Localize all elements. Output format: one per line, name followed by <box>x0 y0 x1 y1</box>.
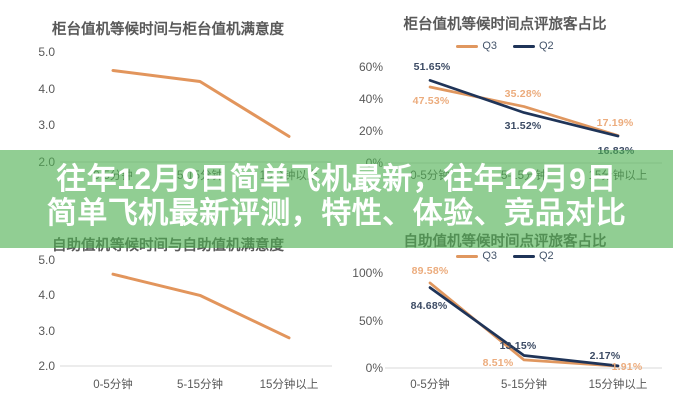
legend-item-q3: Q3 <box>456 250 497 262</box>
chart-title: 柜台值机等候时间点评旅客占比 <box>403 17 607 33</box>
legend-label: Q3 <box>482 250 497 262</box>
y-tick-label: 100% <box>352 266 383 280</box>
series-line <box>111 272 291 340</box>
legend-label: Q2 <box>539 40 554 52</box>
x-tick-label: 15分钟以上 <box>588 379 648 391</box>
y-tick-label: 40% <box>358 92 383 106</box>
y-tick-label: 50% <box>358 313 383 328</box>
banner-line-1: 往年12月9日简单飞机最新，往年12月9日 <box>56 163 617 196</box>
data-point-label: 35.28% <box>504 87 542 100</box>
legend-item-q2: Q2 <box>513 40 554 52</box>
data-point-label: 47.53% <box>412 95 450 107</box>
legend-item-q3: Q3 <box>456 40 497 52</box>
x-tick-label: 0-5分钟 <box>410 379 450 391</box>
chart-plot-area <box>385 281 662 369</box>
y-tick-label: 3.0 <box>38 323 55 338</box>
y-tick-label: 4.0 <box>38 81 55 96</box>
x-tick-label: 0-5分钟 <box>93 379 133 391</box>
data-point-label: 17.19% <box>596 116 634 129</box>
series-line <box>111 69 291 138</box>
data-point-label: 84.68% <box>410 299 448 312</box>
chart-plot-area <box>60 272 332 367</box>
legend-label: Q2 <box>539 250 554 262</box>
y-tick-label: 2.0 <box>38 359 55 373</box>
data-point-label: 31.52% <box>504 119 542 132</box>
y-tick-label: 60% <box>358 60 383 74</box>
series-line-q2 <box>428 79 620 138</box>
chart-legend: Q3 Q2 <box>337 40 673 52</box>
y-tick-label: 3.0 <box>38 118 55 133</box>
banner-line-2: 简单飞机最新评测，特性、体验、竞品对比 <box>46 197 627 230</box>
data-point-label: 8.51% <box>482 356 514 369</box>
chart-title: 柜台值机等候时间与柜台值机满意度 <box>52 22 284 38</box>
x-tick-label: 15分钟以上 <box>259 379 319 391</box>
y-tick-label: 4.0 <box>38 288 55 303</box>
series-line-q3 <box>428 85 620 137</box>
chart-legend: Q3 Q2 <box>337 250 673 262</box>
legend-line-swatch-icon <box>456 44 479 48</box>
title-banner: 往年12月9日简单飞机最新，往年12月9日 简单飞机最新评测，特性、体验、竞品对… <box>0 150 673 248</box>
x-tick-label: 5-15分钟 <box>176 379 224 391</box>
legend-line-swatch-icon <box>513 44 535 48</box>
data-point-label: 51.65% <box>413 61 451 74</box>
series-line-q2 <box>428 286 620 368</box>
data-point-label: 13.15% <box>499 339 537 352</box>
legend-item-q2: Q2 <box>513 250 554 262</box>
legend-line-swatch-icon <box>513 254 535 258</box>
data-point-label: 89.58% <box>411 264 449 277</box>
series-line-q3 <box>428 281 620 368</box>
y-tick-label: 0% <box>365 361 383 375</box>
legend-label: Q3 <box>482 40 497 52</box>
y-tick-label: 20% <box>358 124 383 138</box>
data-point-label: 1.91% <box>611 361 643 374</box>
y-tick-label: 5.0 <box>38 45 55 60</box>
legend-line-swatch-icon <box>456 254 479 258</box>
x-tick-label: 5-15分钟 <box>500 379 548 391</box>
y-tick-label: 5.0 <box>38 253 55 268</box>
data-point-label: 2.17% <box>589 349 621 362</box>
